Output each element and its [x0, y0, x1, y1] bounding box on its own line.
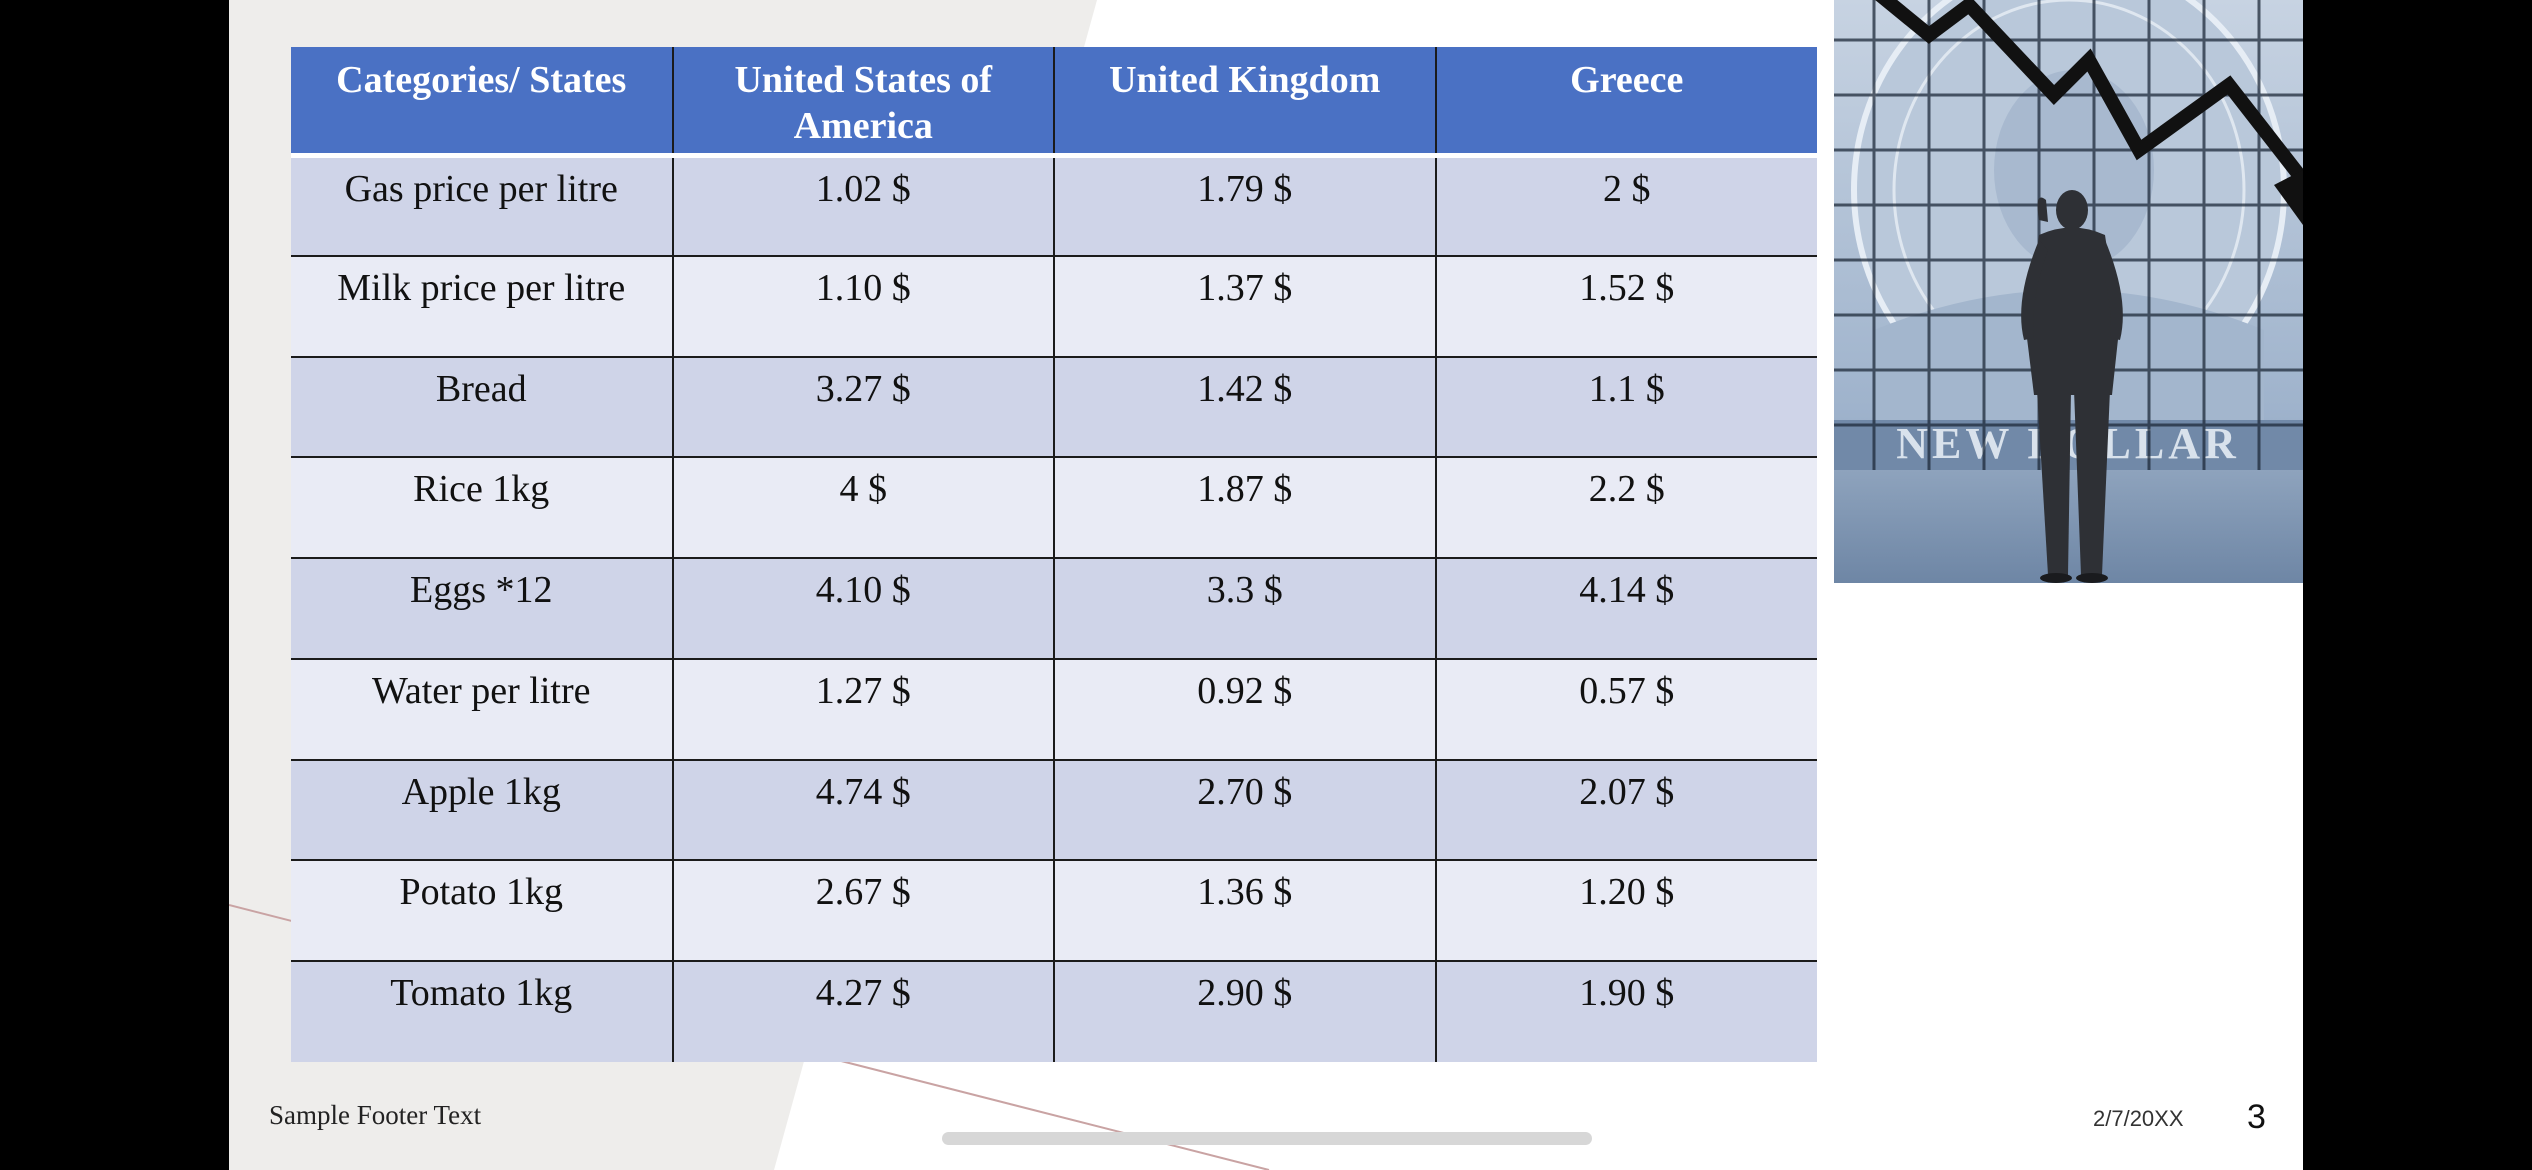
cell-greece: 1.20 $	[1434, 859, 1817, 962]
row-label: Gas price per litre	[291, 154, 674, 257]
table-row: Water per litre 1.27 $ 0.92 $ 0.57 $	[291, 657, 1817, 761]
cell-greece: 1.1 $	[1434, 355, 1817, 459]
cell-uk: 2.70 $	[1053, 758, 1437, 862]
cell-greece: 1.90 $	[1434, 960, 1817, 1062]
table-row: Potato 1kg 2.67 $ 1.36 $ 1.20 $	[291, 859, 1817, 962]
cell-usa: 1.02 $	[671, 154, 1055, 257]
cell-usa: 4.27 $	[671, 960, 1055, 1062]
row-label: Bread	[291, 355, 674, 459]
price-comparison-table: Categories/ States United States of Amer…	[291, 47, 1817, 1062]
cell-greece: 4.14 $	[1434, 557, 1817, 660]
cell-usa: 1.27 $	[671, 657, 1055, 761]
cell-greece: 2.07 $	[1434, 758, 1817, 862]
footer-date: 2/7/20XX	[2093, 1106, 2184, 1131]
table-row: Eggs *12 4.10 $ 3.3 $ 4.14 $	[291, 557, 1817, 660]
cell-greece: 0.57 $	[1434, 657, 1817, 761]
row-label: Rice 1kg	[291, 456, 674, 559]
row-label: Eggs *12	[291, 557, 674, 660]
row-label: Apple 1kg	[291, 758, 674, 862]
slide-number: 3	[2247, 1098, 2266, 1136]
table-row: Milk price per litre 1.10 $ 1.37 $ 1.52 …	[291, 254, 1817, 358]
cell-uk: 2.90 $	[1053, 960, 1437, 1062]
footer-text: Sample Footer Text	[269, 1100, 482, 1130]
header-greece: Greece	[1434, 47, 1817, 158]
row-label: Tomato 1kg	[291, 960, 674, 1062]
slide: Categories/ States United States of Amer…	[229, 0, 2303, 1170]
cell-greece: 1.52 $	[1434, 254, 1817, 358]
cell-uk: 1.79 $	[1053, 154, 1437, 257]
row-label: Potato 1kg	[291, 859, 674, 962]
table-row: Gas price per litre 1.02 $ 1.79 $ 2 $	[291, 154, 1817, 257]
table-row: Rice 1kg 4 $ 1.87 $ 2.2 $	[291, 456, 1817, 559]
header-uk: United Kingdom	[1053, 47, 1437, 158]
table-header-row: Categories/ States United States of Amer…	[291, 47, 1817, 158]
cell-uk: 1.36 $	[1053, 859, 1437, 962]
cell-greece: 2 $	[1434, 154, 1817, 257]
cell-uk: 1.42 $	[1053, 355, 1437, 459]
row-label: Milk price per litre	[291, 254, 674, 358]
table-row: Apple 1kg 4.74 $ 2.70 $ 2.07 $	[291, 758, 1817, 862]
home-indicator-scrollbar[interactable]	[942, 1132, 1592, 1145]
cell-uk: 1.87 $	[1053, 456, 1437, 559]
header-categories: Categories/ States	[291, 47, 674, 158]
table-row: Tomato 1kg 4.27 $ 2.90 $ 1.90 $	[291, 960, 1817, 1062]
table-row: Bread 3.27 $ 1.42 $ 1.1 $	[291, 355, 1817, 459]
cell-greece: 2.2 $	[1434, 456, 1817, 559]
cell-uk: 0.92 $	[1053, 657, 1437, 761]
cell-uk: 3.3 $	[1053, 557, 1437, 660]
cell-uk: 1.37 $	[1053, 254, 1437, 358]
cell-usa: 4 $	[671, 456, 1055, 559]
businessman-falling-graph-photo: NEW DOLLAR	[1834, 0, 2303, 583]
cell-usa: 4.74 $	[671, 758, 1055, 862]
cell-usa: 3.27 $	[671, 355, 1055, 459]
cell-usa: 1.10 $	[671, 254, 1055, 358]
row-label: Water per litre	[291, 657, 674, 761]
cell-usa: 2.67 $	[671, 859, 1055, 962]
cell-usa: 4.10 $	[671, 557, 1055, 660]
header-usa: United States of America	[671, 47, 1055, 158]
